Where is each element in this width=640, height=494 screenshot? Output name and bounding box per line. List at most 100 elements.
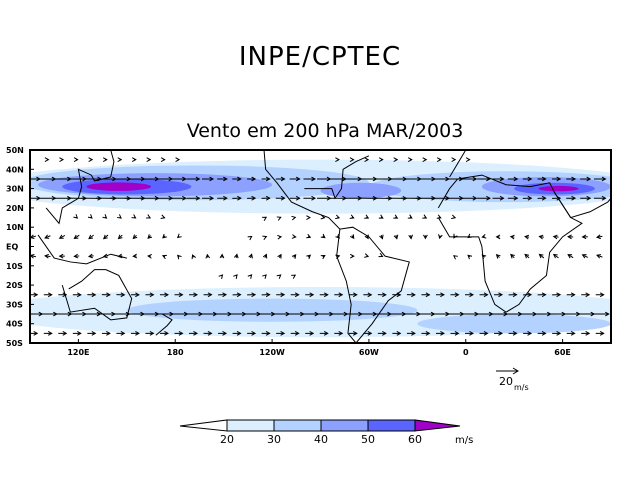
wind-vector	[305, 292, 315, 298]
wind-vector	[306, 215, 311, 220]
wind-vector	[421, 292, 431, 298]
wind-vector	[132, 253, 138, 259]
color-legend: 20 30 40 50 60 m/s	[179, 419, 473, 446]
wind-vector	[422, 214, 428, 219]
wind-vector	[146, 214, 152, 219]
wind-vector	[218, 292, 228, 298]
wind-vector	[477, 195, 491, 201]
lat-label: 20S	[6, 281, 23, 290]
wind-vector	[131, 157, 137, 163]
coastline	[45, 150, 115, 225]
wind-vector	[202, 195, 215, 201]
wind-vector	[247, 274, 253, 279]
wind-vector	[435, 292, 445, 298]
wind-vector	[348, 330, 358, 336]
wind-vector	[102, 214, 108, 219]
wind-vector	[393, 157, 399, 163]
wind-vector	[145, 330, 155, 336]
wind-vector	[406, 330, 416, 336]
wind-vector	[552, 195, 562, 201]
wind-vector	[595, 234, 603, 240]
wind-vector	[407, 214, 413, 219]
wind-vector	[58, 234, 66, 239]
wind-vector	[567, 234, 574, 240]
wind-vector	[43, 292, 53, 298]
wind-vector	[566, 176, 577, 182]
wind-vector	[523, 292, 533, 298]
wind-vector	[566, 292, 576, 298]
wind-vector	[262, 235, 268, 240]
wind-vector	[277, 234, 283, 240]
wind-vector	[44, 157, 50, 163]
wind-vector	[524, 234, 530, 240]
legend-swatch	[273, 419, 322, 432]
wind-vector	[348, 292, 358, 298]
lon-label: 0	[463, 348, 469, 357]
wind-vector	[30, 195, 41, 201]
wind-vector	[319, 330, 329, 336]
wind-vector	[349, 253, 355, 259]
wind-vector	[291, 274, 297, 279]
wind-vector	[87, 292, 97, 298]
lon-label: 120E	[67, 348, 89, 357]
legend-swatch	[367, 419, 416, 432]
wind-vector	[261, 330, 271, 336]
wind-vector	[335, 233, 340, 239]
wind-vector	[595, 292, 605, 298]
legend-swatch-above-60	[414, 419, 461, 432]
wind-vector	[319, 292, 329, 298]
wind-vector	[87, 330, 97, 336]
wind-vector	[147, 253, 152, 259]
wind-vector	[88, 157, 94, 163]
wind-vector	[581, 254, 589, 259]
wind-vector	[58, 253, 65, 259]
wind-vector	[102, 234, 109, 240]
wind-vector	[596, 254, 603, 259]
wind-vector	[276, 330, 286, 336]
wind-vector	[233, 253, 239, 259]
wind-vector	[423, 234, 428, 240]
wind-vector	[363, 330, 373, 336]
wind-vector	[320, 233, 326, 239]
wind-vector	[145, 292, 155, 298]
wind-vector	[593, 176, 607, 182]
wind-vector	[566, 195, 577, 201]
wind-vector	[335, 157, 340, 163]
wind-vector	[317, 176, 332, 182]
wind-vector	[191, 254, 196, 260]
wind-vector	[203, 292, 213, 298]
coastline	[304, 155, 370, 200]
wind-vector	[334, 330, 344, 336]
wind-vector	[507, 176, 519, 182]
wind-vector	[435, 330, 445, 336]
wind-vector	[161, 254, 167, 260]
wind-vector	[88, 234, 94, 240]
wind-vector	[492, 195, 505, 201]
wind-vector	[203, 330, 213, 336]
wind-vector	[101, 292, 111, 298]
coastline	[449, 150, 467, 178]
wind-vector	[552, 292, 562, 298]
wind-vector	[162, 233, 167, 239]
wind-vector	[275, 195, 286, 201]
wind-vector	[58, 292, 68, 298]
wind-vector	[289, 195, 301, 201]
wind-vector	[232, 330, 242, 336]
wind-vector	[421, 330, 431, 336]
wind-vector	[407, 157, 413, 163]
wind-vector	[174, 292, 184, 298]
wind-vector	[479, 292, 489, 298]
jet-core-max	[538, 185, 579, 192]
wind-vector	[290, 330, 300, 336]
wind-speed-shade	[320, 182, 402, 199]
wind-vector	[590, 311, 610, 317]
wind-vector	[451, 214, 457, 220]
wind-vector	[580, 176, 592, 182]
lat-label: EQ	[6, 243, 18, 252]
wind-vector	[465, 157, 471, 163]
wind-vector	[477, 176, 491, 182]
wind-vector	[291, 234, 297, 239]
wind-vector	[232, 176, 242, 182]
wind-vector	[581, 330, 591, 336]
wind-speed-shade	[417, 314, 611, 334]
